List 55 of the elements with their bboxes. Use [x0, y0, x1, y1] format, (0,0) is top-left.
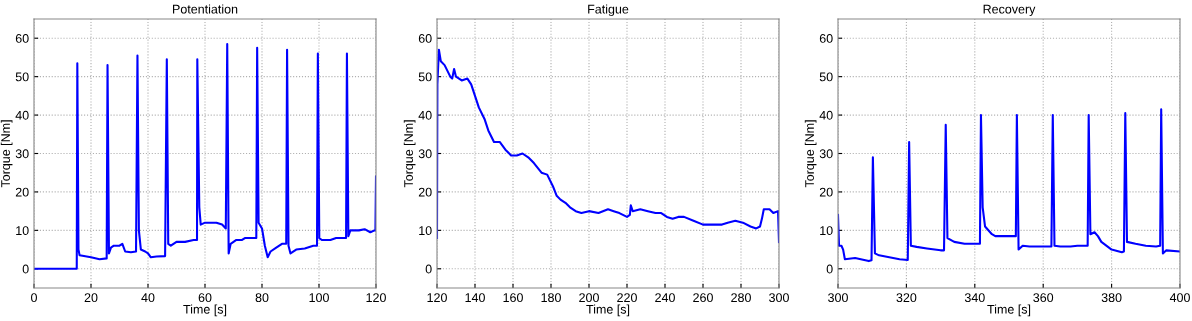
- y-tick-label: 60: [15, 34, 29, 43]
- y-tick-label: 60: [418, 34, 432, 43]
- y-tick-label: 20: [819, 187, 833, 197]
- x-tick-label: 140: [465, 293, 485, 303]
- y-tick-label: 60: [819, 34, 833, 43]
- x-tick-label: 80: [255, 293, 269, 303]
- y-tick-label: 40: [418, 110, 432, 120]
- y-tick-label: 10: [16, 226, 29, 236]
- x-tick-label: 100: [309, 293, 329, 303]
- y-tick-label: 0: [425, 264, 432, 274]
- y-tick-label: 10: [419, 226, 432, 236]
- x-tick-label: 200: [579, 293, 599, 303]
- x-tick-label: 60: [198, 293, 212, 303]
- y-tick-label: 50: [418, 72, 432, 82]
- x-tick-label: 300: [828, 293, 848, 303]
- chart-title: Potentiation: [173, 4, 238, 14]
- y-tick-label: 50: [819, 72, 833, 82]
- x-tick-label: 360: [1033, 293, 1054, 303]
- x-tick-label: 160: [503, 293, 523, 303]
- chart-title: Recovery: [983, 4, 1036, 17]
- y-tick-label: 40: [15, 110, 29, 120]
- y-tick-label: 0: [22, 264, 29, 274]
- x-tick-label: 0: [31, 293, 37, 303]
- x-tick-label: 240: [655, 293, 675, 303]
- y-axis-title: Torque [Nm]: [804, 120, 817, 188]
- y-tick-label: 10: [820, 226, 833, 236]
- y-axis-title: Torque [Nm]: [403, 120, 416, 188]
- x-axis-title: Time [s]: [987, 304, 1031, 317]
- y-axis-title: Torque [Nm]: [0, 120, 13, 188]
- x-tick-label: 180: [541, 293, 561, 303]
- x-tick-label: 320: [896, 293, 917, 303]
- y-tick-label: 30: [819, 149, 833, 159]
- x-axis-title: Time [s]: [586, 304, 630, 317]
- x-tick-label: 340: [964, 293, 985, 303]
- x-tick-label: 220: [617, 293, 637, 303]
- x-tick-label: 400: [1169, 293, 1190, 303]
- y-tick-label: 30: [418, 149, 432, 159]
- x-tick-label: 280: [731, 293, 751, 303]
- line-series: [838, 108, 1180, 263]
- x-tick-label: 120: [366, 293, 386, 303]
- chart-title: Fatigue: [588, 4, 629, 17]
- y-tick-label: 30: [15, 149, 29, 159]
- line-series: [34, 42, 376, 270]
- x-tick-label: 40: [141, 293, 155, 303]
- y-tick-label: 20: [418, 187, 432, 197]
- x-tick-label: 260: [693, 293, 713, 303]
- x-tick-label: 300: [769, 293, 789, 303]
- y-tick-label: 20: [15, 187, 29, 197]
- y-tick-label: 0: [826, 264, 833, 274]
- x-axis-title: Time [s]: [183, 304, 227, 317]
- y-tick-label: 40: [819, 110, 833, 120]
- x-tick-label: 120: [427, 293, 447, 303]
- x-tick-label: 20: [84, 293, 98, 303]
- x-tick-label: 380: [1101, 293, 1122, 303]
- y-tick-label: 50: [15, 72, 29, 82]
